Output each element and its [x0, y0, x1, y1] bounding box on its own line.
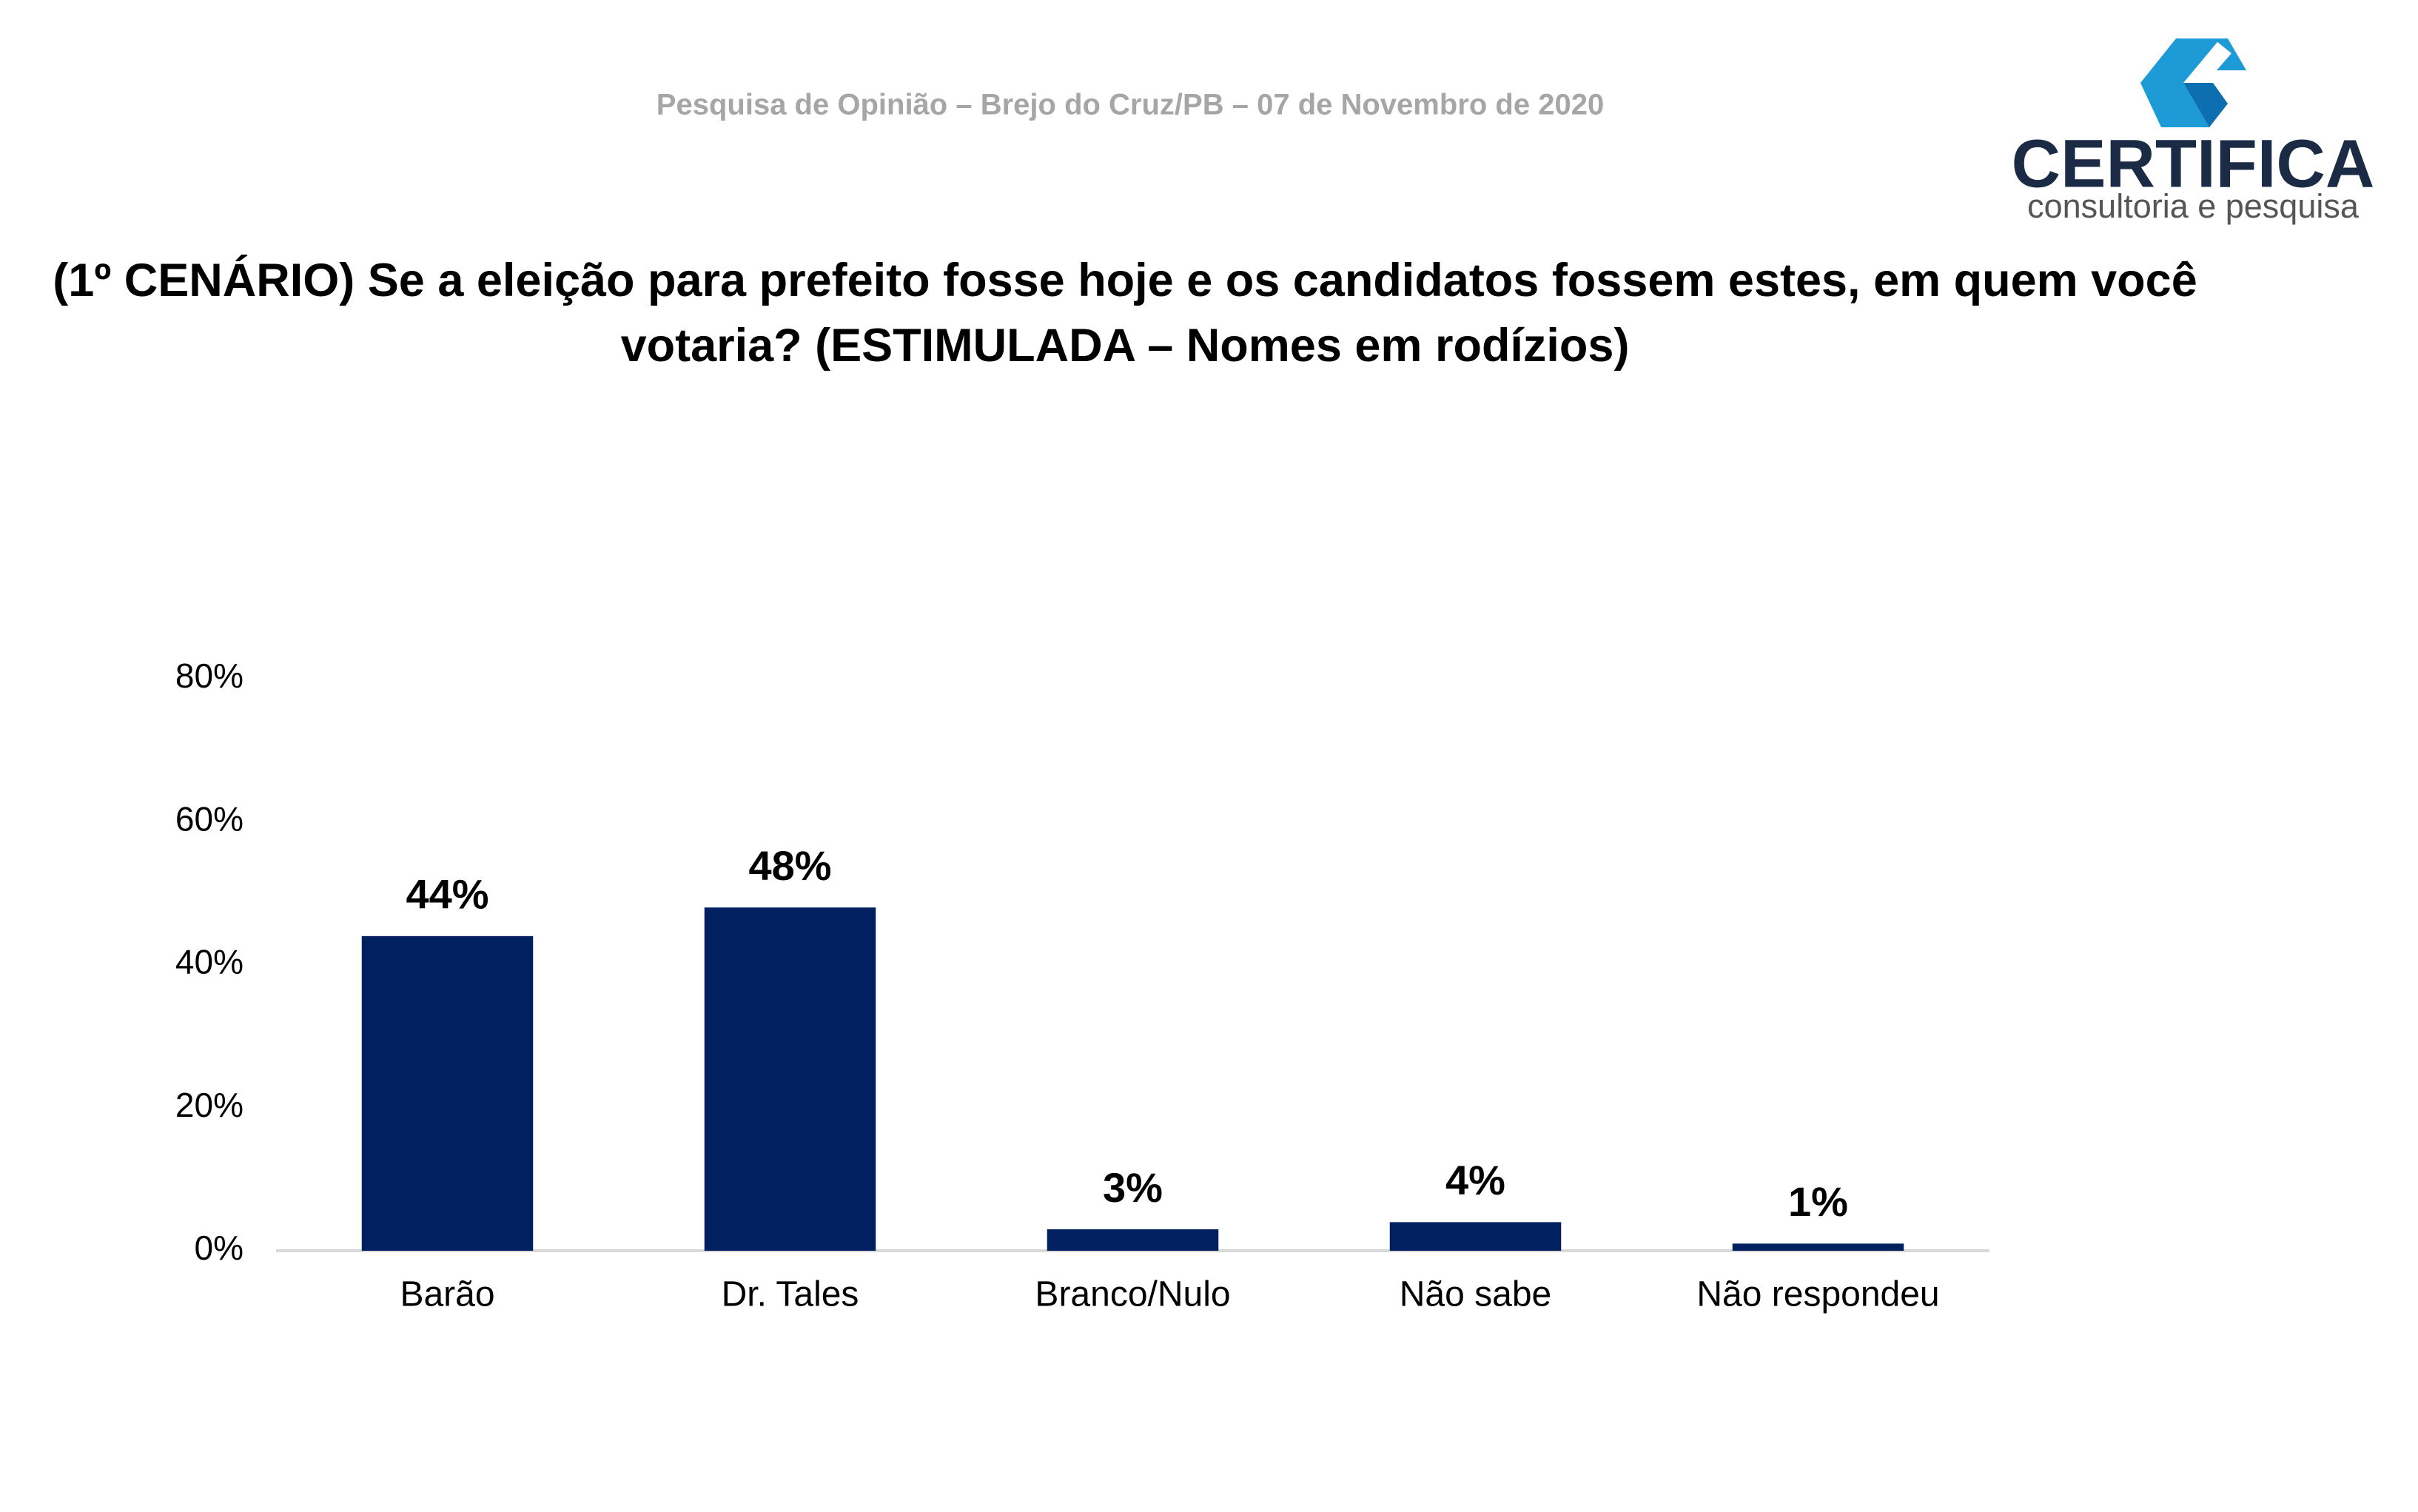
logo-tagline: consultoria e pesquisa: [2027, 187, 2360, 225]
y-tick-label: 80%: [175, 656, 244, 695]
bar: [361, 935, 534, 1251]
value-label: 44%: [406, 871, 488, 918]
value-label: 48%: [748, 842, 831, 889]
x-tick-label: Barão: [400, 1275, 494, 1314]
x-tick-label: Dr. Tales: [722, 1275, 859, 1314]
x-tick-label: Branco/Nulo: [1035, 1275, 1230, 1314]
y-tick-label: 20%: [175, 1086, 244, 1124]
y-tick-label: 0%: [195, 1229, 244, 1267]
y-tick-label: 40%: [175, 943, 244, 981]
value-label: 3%: [1103, 1164, 1163, 1211]
x-tick-label: Não respondeu: [1696, 1275, 1939, 1314]
logo-icon: [2140, 38, 2246, 127]
bar: [1389, 1222, 1562, 1251]
y-tick-label: 60%: [175, 799, 244, 838]
bar: [704, 907, 876, 1251]
bar: [1047, 1229, 1219, 1251]
value-label: 4%: [1445, 1157, 1505, 1203]
bar: [1732, 1243, 1904, 1251]
chart-title: (1º CENÁRIO) Se a eleição para prefeito …: [53, 255, 2197, 372]
x-tick-label: Não sabe: [1400, 1275, 1551, 1314]
chart-subtitle: Pesquisa de Opinião – Brejo do Cruz/PB –…: [656, 89, 1604, 121]
logo-name: CERTIFICA: [2012, 126, 2375, 201]
value-label: 1%: [1788, 1178, 1848, 1225]
